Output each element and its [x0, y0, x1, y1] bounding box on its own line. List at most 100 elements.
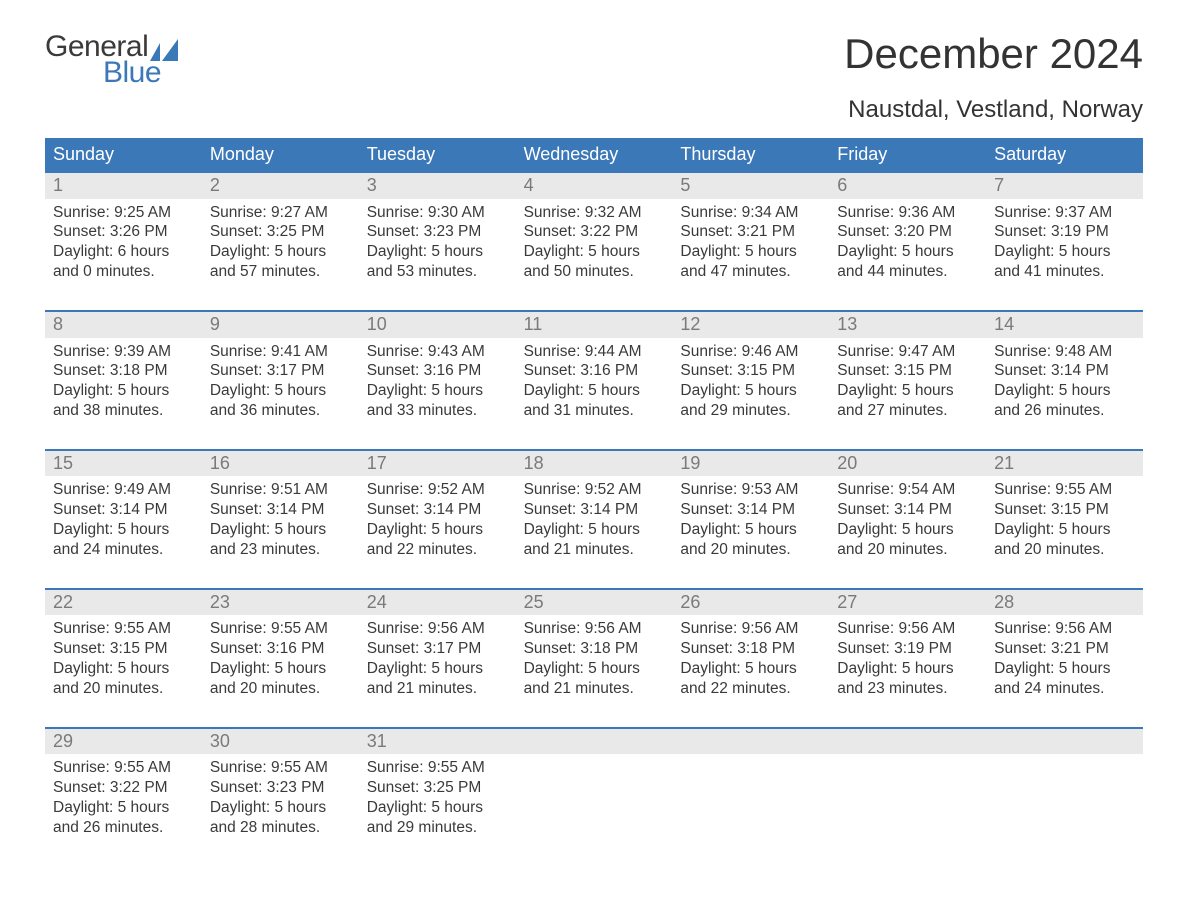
day-number: 1 [45, 173, 202, 199]
weekday-header: Sunday [45, 138, 202, 173]
day-day1: Daylight: 5 hours [524, 381, 665, 401]
day-day1: Daylight: 5 hours [837, 381, 978, 401]
day-day1: Daylight: 5 hours [367, 798, 508, 818]
day-cell: 24Sunrise: 9:56 AMSunset: 3:17 PMDayligh… [359, 590, 516, 699]
day-number: 11 [516, 312, 673, 338]
day-day2: and 36 minutes. [210, 401, 351, 421]
day-sunrise: Sunrise: 9:55 AM [210, 758, 351, 778]
day-cell [829, 729, 986, 838]
day-number-empty [986, 729, 1143, 755]
day-day2: and 23 minutes. [837, 679, 978, 699]
day-body: Sunrise: 9:55 AMSunset: 3:23 PMDaylight:… [202, 754, 359, 837]
day-sunset: Sunset: 3:22 PM [53, 778, 194, 798]
day-cell: 4Sunrise: 9:32 AMSunset: 3:22 PMDaylight… [516, 173, 673, 282]
day-sunset: Sunset: 3:20 PM [837, 222, 978, 242]
day-day2: and 21 minutes. [524, 540, 665, 560]
day-body: Sunrise: 9:55 AMSunset: 3:15 PMDaylight:… [45, 615, 202, 698]
page-title: December 2024 [844, 30, 1143, 78]
day-sunset: Sunset: 3:14 PM [367, 500, 508, 520]
day-cell: 3Sunrise: 9:30 AMSunset: 3:23 PMDaylight… [359, 173, 516, 282]
day-day1: Daylight: 5 hours [53, 659, 194, 679]
day-day2: and 24 minutes. [994, 679, 1135, 699]
day-body: Sunrise: 9:49 AMSunset: 3:14 PMDaylight:… [45, 476, 202, 559]
day-sunrise: Sunrise: 9:32 AM [524, 203, 665, 223]
day-sunset: Sunset: 3:15 PM [994, 500, 1135, 520]
logo-word2: Blue [103, 56, 161, 90]
day-day1: Daylight: 5 hours [680, 520, 821, 540]
day-sunrise: Sunrise: 9:49 AM [53, 480, 194, 500]
day-body: Sunrise: 9:25 AMSunset: 3:26 PMDaylight:… [45, 199, 202, 282]
logo: General Blue [45, 30, 178, 90]
day-number: 8 [45, 312, 202, 338]
day-day2: and 29 minutes. [367, 818, 508, 838]
day-day2: and 44 minutes. [837, 262, 978, 282]
day-sunrise: Sunrise: 9:39 AM [53, 342, 194, 362]
day-cell: 29Sunrise: 9:55 AMSunset: 3:22 PMDayligh… [45, 729, 202, 838]
day-sunrise: Sunrise: 9:55 AM [53, 619, 194, 639]
day-day2: and 27 minutes. [837, 401, 978, 421]
day-day2: and 33 minutes. [367, 401, 508, 421]
day-sunrise: Sunrise: 9:53 AM [680, 480, 821, 500]
day-sunset: Sunset: 3:14 PM [680, 500, 821, 520]
day-number: 9 [202, 312, 359, 338]
day-sunrise: Sunrise: 9:48 AM [994, 342, 1135, 362]
day-body: Sunrise: 9:44 AMSunset: 3:16 PMDaylight:… [516, 338, 673, 421]
day-body: Sunrise: 9:55 AMSunset: 3:16 PMDaylight:… [202, 615, 359, 698]
day-sunrise: Sunrise: 9:37 AM [994, 203, 1135, 223]
day-cell: 7Sunrise: 9:37 AMSunset: 3:19 PMDaylight… [986, 173, 1143, 282]
day-sunset: Sunset: 3:19 PM [994, 222, 1135, 242]
weekday-header: Friday [829, 138, 986, 173]
day-sunset: Sunset: 3:14 PM [994, 361, 1135, 381]
day-day2: and 20 minutes. [680, 540, 821, 560]
day-day1: Daylight: 5 hours [680, 242, 821, 262]
week-row: 15Sunrise: 9:49 AMSunset: 3:14 PMDayligh… [45, 449, 1143, 560]
day-number-empty [516, 729, 673, 755]
day-sunrise: Sunrise: 9:56 AM [994, 619, 1135, 639]
day-sunrise: Sunrise: 9:51 AM [210, 480, 351, 500]
day-sunrise: Sunrise: 9:46 AM [680, 342, 821, 362]
day-sunrise: Sunrise: 9:52 AM [524, 480, 665, 500]
day-cell: 14Sunrise: 9:48 AMSunset: 3:14 PMDayligh… [986, 312, 1143, 421]
day-body: Sunrise: 9:27 AMSunset: 3:25 PMDaylight:… [202, 199, 359, 282]
day-sunset: Sunset: 3:14 PM [210, 500, 351, 520]
day-sunrise: Sunrise: 9:27 AM [210, 203, 351, 223]
day-number: 25 [516, 590, 673, 616]
day-sunrise: Sunrise: 9:43 AM [367, 342, 508, 362]
day-day2: and 50 minutes. [524, 262, 665, 282]
day-sunrise: Sunrise: 9:55 AM [210, 619, 351, 639]
day-body: Sunrise: 9:34 AMSunset: 3:21 PMDaylight:… [672, 199, 829, 282]
day-day1: Daylight: 5 hours [210, 242, 351, 262]
day-sunrise: Sunrise: 9:55 AM [53, 758, 194, 778]
day-number: 23 [202, 590, 359, 616]
day-body: Sunrise: 9:37 AMSunset: 3:19 PMDaylight:… [986, 199, 1143, 282]
day-day1: Daylight: 5 hours [210, 381, 351, 401]
day-sunset: Sunset: 3:16 PM [210, 639, 351, 659]
day-number: 3 [359, 173, 516, 199]
day-number: 14 [986, 312, 1143, 338]
day-number: 19 [672, 451, 829, 477]
day-number: 21 [986, 451, 1143, 477]
day-day1: Daylight: 6 hours [53, 242, 194, 262]
day-cell [516, 729, 673, 838]
weekday-header: Saturday [986, 138, 1143, 173]
day-sunrise: Sunrise: 9:44 AM [524, 342, 665, 362]
day-cell: 26Sunrise: 9:56 AMSunset: 3:18 PMDayligh… [672, 590, 829, 699]
day-day1: Daylight: 5 hours [367, 659, 508, 679]
day-sunset: Sunset: 3:17 PM [210, 361, 351, 381]
day-body: Sunrise: 9:47 AMSunset: 3:15 PMDaylight:… [829, 338, 986, 421]
day-number: 31 [359, 729, 516, 755]
day-cell: 30Sunrise: 9:55 AMSunset: 3:23 PMDayligh… [202, 729, 359, 838]
day-cell: 12Sunrise: 9:46 AMSunset: 3:15 PMDayligh… [672, 312, 829, 421]
day-sunset: Sunset: 3:23 PM [210, 778, 351, 798]
day-number: 15 [45, 451, 202, 477]
day-sunrise: Sunrise: 9:30 AM [367, 203, 508, 223]
day-number: 16 [202, 451, 359, 477]
day-sunset: Sunset: 3:18 PM [524, 639, 665, 659]
day-sunrise: Sunrise: 9:41 AM [210, 342, 351, 362]
day-sunset: Sunset: 3:25 PM [367, 778, 508, 798]
title-block: December 2024 Naustdal, Vestland, Norway [844, 30, 1143, 124]
day-day2: and 38 minutes. [53, 401, 194, 421]
day-sunrise: Sunrise: 9:55 AM [367, 758, 508, 778]
day-cell: 20Sunrise: 9:54 AMSunset: 3:14 PMDayligh… [829, 451, 986, 560]
week-row: 22Sunrise: 9:55 AMSunset: 3:15 PMDayligh… [45, 588, 1143, 699]
